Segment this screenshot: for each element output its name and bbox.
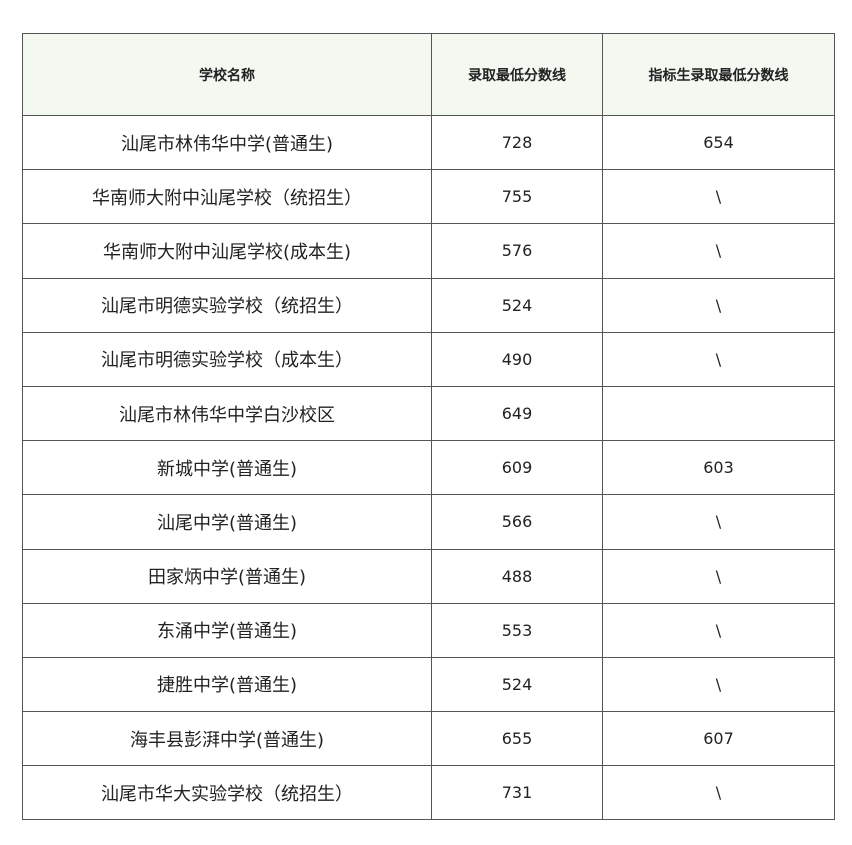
quota-min-score-cell: \ — [602, 223, 835, 279]
school-name-cell: 汕尾市明德实验学校（统招生） — [22, 277, 432, 333]
quota-min-score-cell: 603 — [602, 440, 835, 496]
school-name-cell: 捷胜中学(普通生) — [22, 656, 432, 713]
header-school-name: 学校名称 — [22, 33, 432, 116]
quota-min-score-cell: \ — [602, 169, 835, 225]
min-score-cell: 566 — [431, 494, 603, 550]
school-name-cell: 汕尾市华大实验学校（统招生） — [22, 765, 432, 821]
quota-min-score-cell: \ — [602, 494, 835, 550]
table-row: 华南师大附中汕尾学校(成本生) 576 \ — [22, 223, 835, 279]
min-score-cell: 553 — [431, 602, 603, 658]
table-row: 汕尾市林伟华中学(普通生) 728 654 — [22, 114, 835, 171]
school-name-cell: 汕尾市林伟华中学白沙校区 — [22, 385, 432, 442]
min-score-cell: 576 — [431, 223, 603, 279]
table-row: 汕尾市林伟华中学白沙校区 649 — [22, 385, 835, 442]
quota-min-score-cell: 607 — [602, 711, 835, 767]
table-row: 汕尾中学(普通生) 566 \ — [22, 494, 835, 550]
quota-min-score-cell — [602, 385, 835, 442]
school-name-cell: 汕尾中学(普通生) — [22, 494, 432, 550]
school-name-cell: 新城中学(普通生) — [22, 440, 432, 496]
min-score-cell: 524 — [431, 277, 603, 333]
table-row: 新城中学(普通生) 609 603 — [22, 440, 835, 496]
quota-min-score-cell: \ — [602, 331, 835, 387]
school-name-cell: 东涌中学(普通生) — [22, 602, 432, 658]
admission-score-table: 学校名称 录取最低分数线 指标生录取最低分数线 汕尾市林伟华中学(普通生) 728… — [22, 33, 835, 821]
table-row: 汕尾市明德实验学校（成本生） 490 \ — [22, 331, 835, 387]
header-quota-min-score: 指标生录取最低分数线 — [602, 33, 835, 116]
table-row: 汕尾市华大实验学校（统招生） 731 \ — [22, 765, 835, 821]
table-row: 东涌中学(普通生) 553 \ — [22, 602, 835, 658]
quota-min-score-cell: \ — [602, 656, 835, 713]
quota-min-score-cell: \ — [602, 277, 835, 333]
school-name-cell: 海丰县彭湃中学(普通生) — [22, 711, 432, 767]
school-name-cell: 田家炳中学(普通生) — [22, 548, 432, 604]
table-row: 华南师大附中汕尾学校（统招生） 755 \ — [22, 169, 835, 225]
header-min-score: 录取最低分数线 — [431, 33, 603, 116]
min-score-cell: 655 — [431, 711, 603, 767]
quota-min-score-cell: \ — [602, 548, 835, 604]
min-score-cell: 731 — [431, 765, 603, 821]
min-score-cell: 649 — [431, 385, 603, 442]
min-score-cell: 755 — [431, 169, 603, 225]
quota-min-score-cell: \ — [602, 765, 835, 821]
table-row: 汕尾市明德实验学校（统招生） 524 \ — [22, 277, 835, 333]
table-row: 田家炳中学(普通生) 488 \ — [22, 548, 835, 604]
quota-min-score-cell: 654 — [602, 114, 835, 171]
min-score-cell: 609 — [431, 440, 603, 496]
school-name-cell: 华南师大附中汕尾学校(成本生) — [22, 223, 432, 279]
school-name-cell: 汕尾市明德实验学校（成本生） — [22, 331, 432, 387]
min-score-cell: 488 — [431, 548, 603, 604]
min-score-cell: 524 — [431, 656, 603, 713]
school-name-cell: 华南师大附中汕尾学校（统招生） — [22, 169, 432, 225]
min-score-cell: 728 — [431, 114, 603, 171]
header-row: 学校名称 录取最低分数线 指标生录取最低分数线 — [22, 33, 835, 116]
table-row: 海丰县彭湃中学(普通生) 655 607 — [22, 711, 835, 767]
table-row: 捷胜中学(普通生) 524 \ — [22, 656, 835, 713]
min-score-cell: 490 — [431, 331, 603, 387]
quota-min-score-cell: \ — [602, 602, 835, 658]
school-name-cell: 汕尾市林伟华中学(普通生) — [22, 114, 432, 171]
